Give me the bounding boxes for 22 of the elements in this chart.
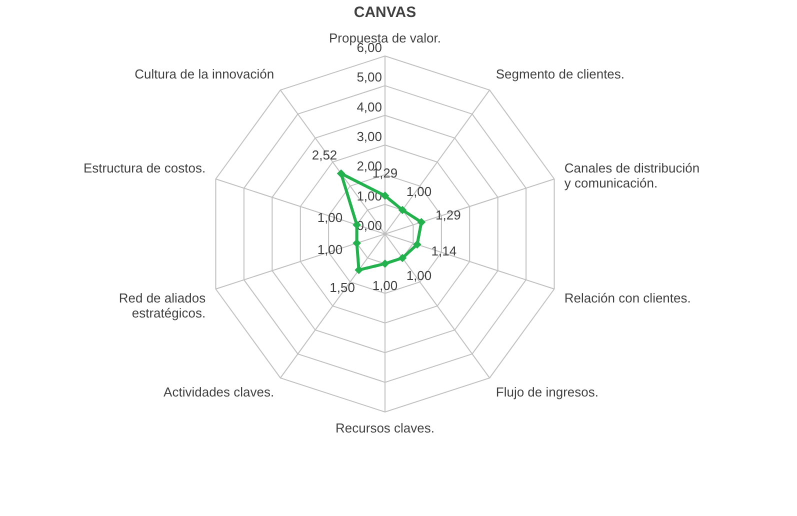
spoke-label: Recursos claves. xyxy=(336,420,434,436)
data-label: 1,00 xyxy=(317,210,343,225)
spoke-label: Canales de distribución y comunicación. xyxy=(564,160,700,191)
data-label: 1,00 xyxy=(406,184,432,200)
spoke-label: Actividades claves. xyxy=(164,384,274,400)
y-tick-label: 4,00 xyxy=(356,99,382,114)
y-tick-label: 3,00 xyxy=(356,129,382,144)
spoke-label: Red de aliados estratégicos. xyxy=(118,290,206,320)
spoke-label: Cultura de la innovación xyxy=(134,66,274,82)
chart-title: CANVAS xyxy=(354,4,416,21)
data-label: 1,00 xyxy=(317,242,343,258)
spoke-label: Estructura de costos. xyxy=(83,160,206,176)
data-label: 1,00 xyxy=(372,278,398,293)
y-tick-label: 5,00 xyxy=(356,70,382,85)
spoke-label: Flujo de ingresos. xyxy=(496,384,599,400)
data-label: 1,14 xyxy=(431,243,457,258)
data-label: 1,50 xyxy=(330,280,355,295)
spoke-label: Relación con clientes. xyxy=(564,290,691,306)
data-label: 2,52 xyxy=(312,148,338,163)
data-label: 1,00 xyxy=(406,268,432,283)
spoke-label: Segmento de clientes. xyxy=(496,66,625,82)
data-label: 1,29 xyxy=(436,207,461,222)
